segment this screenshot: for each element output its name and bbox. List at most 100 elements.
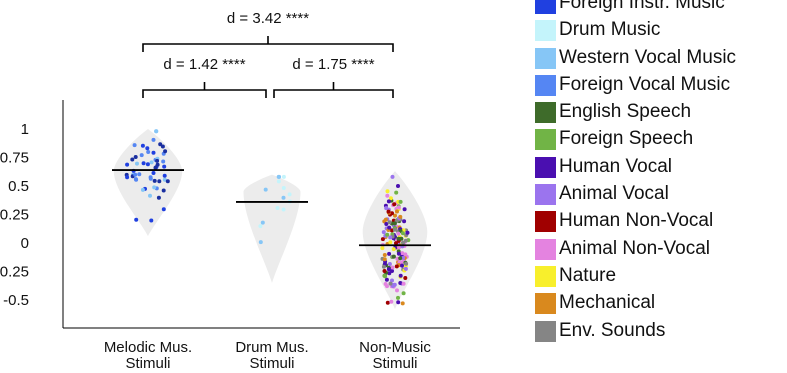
y-tick-label: 0.75 <box>0 150 29 167</box>
data-point <box>390 269 394 273</box>
data-point <box>382 269 387 273</box>
data-point <box>394 190 399 195</box>
data-point <box>386 267 391 272</box>
violin-2 <box>243 174 301 283</box>
data-point <box>151 171 156 175</box>
legend: Foreign Instr. Music Drum Music Western Vo… <box>535 0 787 346</box>
y-tick-label: 0.5 <box>8 178 29 195</box>
data-point <box>134 177 139 182</box>
data-point <box>158 142 163 147</box>
legend-swatch <box>535 293 556 315</box>
data-point <box>397 245 402 250</box>
data-point <box>385 189 390 194</box>
legend-swatch <box>535 0 556 14</box>
comparison-bracket <box>273 82 394 98</box>
data-point <box>386 199 391 204</box>
data-point <box>146 150 151 154</box>
y-tick-label: -0.25 <box>0 264 29 281</box>
data-point <box>381 230 386 235</box>
data-point <box>151 150 156 155</box>
data-point <box>381 264 386 269</box>
legend-item: Western Vocal Music <box>535 46 787 73</box>
data-point <box>152 178 157 183</box>
legend-label: Human Non-Vocal <box>559 210 714 232</box>
data-point <box>145 162 150 167</box>
data-point <box>156 195 161 200</box>
data-point <box>134 217 139 222</box>
data-point <box>263 187 268 192</box>
data-point <box>149 160 154 165</box>
data-point <box>161 159 166 164</box>
data-point <box>401 240 406 245</box>
data-point <box>153 165 158 170</box>
data-point <box>380 246 385 251</box>
legend-item: Drum Music <box>535 18 787 45</box>
points-layer <box>124 129 411 306</box>
data-point <box>155 162 160 167</box>
brackets-layer: d = 3.42 **** d = 1.42 **** d = 1.75 **** <box>142 10 394 98</box>
data-point <box>389 228 394 233</box>
data-point <box>140 187 145 192</box>
legend-swatch <box>535 184 556 206</box>
data-point <box>387 225 392 230</box>
data-point <box>140 143 145 148</box>
data-point <box>403 252 408 257</box>
data-point <box>125 162 130 167</box>
legend-swatch <box>535 320 556 342</box>
data-point <box>390 174 395 179</box>
x-tick-label: Non-Music <box>359 339 431 356</box>
comparison-label: d = 1.42 **** <box>163 56 245 73</box>
data-point <box>385 193 390 198</box>
data-point <box>384 222 389 226</box>
data-point <box>402 207 407 212</box>
data-point <box>145 146 150 151</box>
data-point <box>400 263 404 268</box>
data-point <box>396 205 401 210</box>
legend-swatch <box>535 102 556 124</box>
data-point <box>403 276 408 280</box>
data-point <box>387 262 392 266</box>
x-tick-label: Stimuli <box>249 355 294 372</box>
legend-swatch <box>535 156 556 178</box>
data-point <box>387 220 392 225</box>
comparison-bracket <box>142 36 394 52</box>
data-point <box>398 256 403 261</box>
legend-swatch <box>535 74 556 96</box>
data-point <box>390 278 394 283</box>
data-point <box>395 288 399 293</box>
legend-item: English Speech <box>535 100 787 127</box>
data-point <box>385 300 390 305</box>
data-point <box>399 236 404 241</box>
data-point <box>388 240 393 245</box>
legend-item: Animal Vocal <box>535 182 787 209</box>
data-point <box>137 172 142 177</box>
x-tick-label: Drum Mus. <box>235 339 308 356</box>
data-point <box>394 264 399 269</box>
legend-item: Foreign Instr. Music <box>535 0 787 18</box>
data-point <box>388 196 393 201</box>
legend-label: Animal Non-Vocal <box>559 237 711 259</box>
data-point <box>148 176 153 181</box>
legend-label: Foreign Instr. Music <box>559 0 725 13</box>
data-point <box>258 224 263 229</box>
data-point <box>400 231 405 236</box>
data-point <box>152 185 157 190</box>
violin-1 <box>113 129 183 237</box>
data-point <box>400 301 405 306</box>
data-point <box>151 137 156 142</box>
data-point <box>400 251 405 256</box>
data-point <box>380 237 385 242</box>
data-point <box>383 282 388 286</box>
legend-item: Human Non-Vocal <box>535 209 787 236</box>
data-point <box>394 241 398 246</box>
data-point <box>396 236 401 241</box>
y-tick-label: 0.25 <box>0 207 29 224</box>
data-point <box>162 177 167 182</box>
legend-label: Foreign Speech <box>559 128 694 150</box>
legend-label: Western Vocal Music <box>559 46 737 68</box>
legend-item: Animal Non-Vocal <box>535 237 787 264</box>
data-point <box>275 206 280 210</box>
data-point <box>133 155 138 159</box>
x-tick-label: Stimuli <box>125 355 170 372</box>
